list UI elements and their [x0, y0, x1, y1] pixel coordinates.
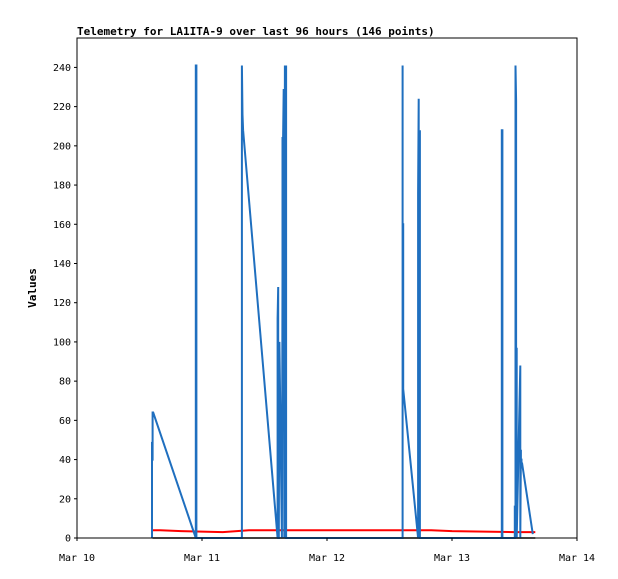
x-tick-label: Mar 14 — [559, 553, 595, 564]
y-axis-label: Values — [26, 268, 39, 308]
y-tick-label: 40 — [59, 455, 71, 466]
y-tick-label: 240 — [53, 63, 71, 74]
y-tick-label: 0 — [65, 534, 71, 545]
chart-title: Telemetry for LA1ITA-9 over last 96 hour… — [77, 25, 435, 38]
y-tick-label: 180 — [53, 181, 71, 192]
y-tick-label: 100 — [53, 337, 71, 348]
y-tick-label: 220 — [53, 102, 71, 113]
y-tick-label: 200 — [53, 141, 71, 152]
y-tick-label: 160 — [53, 220, 71, 231]
x-tick-label: Mar 10 — [59, 553, 95, 564]
x-axis-ticks: Mar 10 Mar 11 Mar 12 Mar 13 Mar 14 — [59, 538, 595, 564]
y-tick-label: 140 — [53, 259, 71, 270]
y-tick-label: 120 — [53, 298, 71, 309]
x-tick-label: Mar 13 — [434, 553, 470, 564]
x-tick-label: Mar 12 — [309, 553, 345, 564]
y-tick-label: 80 — [59, 377, 71, 388]
y-tick-label: 60 — [59, 416, 71, 427]
x-tick-label: Mar 11 — [184, 553, 220, 564]
y-tick-label: 20 — [59, 494, 71, 505]
y-axis-ticks: 0 20 40 60 80 100 120 140 160 180 200 220 240 — [53, 63, 77, 545]
series-line-3 — [151, 64, 534, 539]
